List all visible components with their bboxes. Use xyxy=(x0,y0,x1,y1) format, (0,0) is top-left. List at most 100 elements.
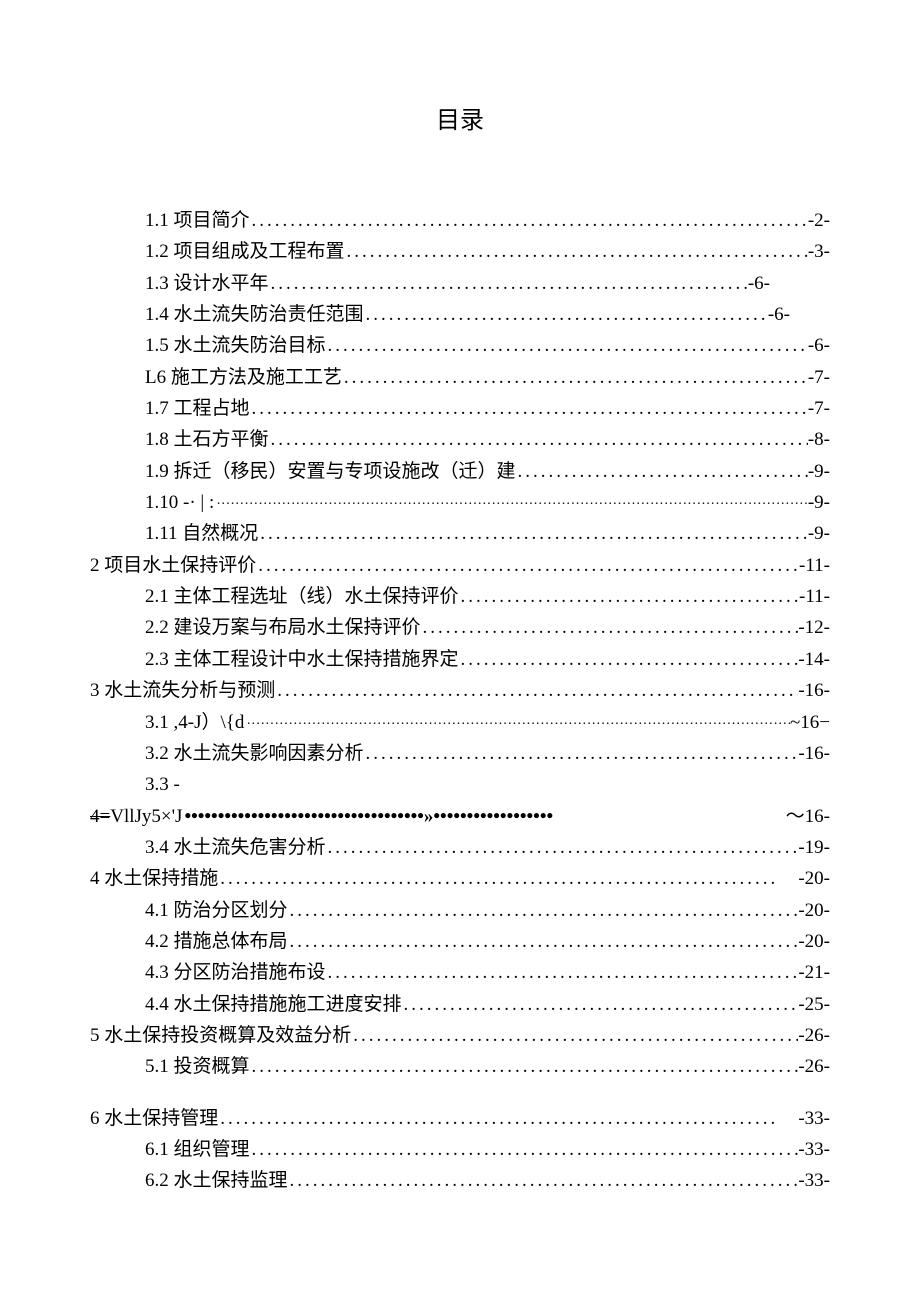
toc-leader: ........................................… xyxy=(269,268,748,299)
toc-entry-label: 1.8 土石方平衡 xyxy=(145,424,269,455)
toc-entry: 2.2 建设万案与布局水土保持评价 ......................… xyxy=(90,612,830,643)
toc-entry: 2.3 主体工程设计中水土保持措施界定.....................… xyxy=(90,644,830,675)
toc-entry: 4.2 措施总体布局 .............................… xyxy=(90,926,830,957)
toc-entry-label: 2.1 主体工程选址（线）水土保持评价 xyxy=(145,581,459,612)
toc-entry-label: 3.1 ,4-J）\{d xyxy=(145,707,244,738)
toc-entry-label: 1.10 -· | : xyxy=(145,487,214,518)
toc-entry-page: ~16− xyxy=(790,707,830,738)
toc-entry: 3.2 水土流失影响因素分析 .........................… xyxy=(90,738,830,769)
toc-entry-page: -20- xyxy=(798,895,830,926)
toc-entry: 1.7 工程占地................................… xyxy=(90,393,830,424)
toc-entry-label: 3.4 水土流失危害分析 xyxy=(145,832,326,863)
toc-entry-label: L6 施工方法及施工工艺 xyxy=(145,362,342,393)
toc-entry: 6.2 水土保持监理 .............................… xyxy=(90,1165,830,1196)
toc-entry-page: -33- xyxy=(798,1165,830,1196)
toc-entry-label: 1.11 自然概况 xyxy=(145,518,258,549)
toc-leader: ........................................… xyxy=(258,518,808,549)
toc-entry: 1.1 项目简介................................… xyxy=(90,205,830,236)
toc-entry: 4.4 水土保持措施施工进度安排 .......................… xyxy=(90,989,830,1020)
toc-container: 1.1 项目简介................................… xyxy=(90,205,830,1197)
toc-entry: 2 项目水土保持评价..............................… xyxy=(90,550,830,581)
toc-leader: ........................................… xyxy=(250,1134,799,1165)
toc-entry-label: 1.4 水土流失防治责任范围 xyxy=(145,299,364,330)
toc-leader: ........................................… xyxy=(218,1103,798,1134)
toc-entry-page: -6- xyxy=(808,330,830,361)
toc-leader: ........................................… xyxy=(326,330,808,361)
toc-entry: 2.1 主体工程选址（线）水土保持评价.....................… xyxy=(90,581,830,612)
toc-entry-page: -19- xyxy=(798,832,830,863)
toc-entry-page: -7- xyxy=(808,362,830,393)
toc-entry: 3.1 ,4-J）\{d····························… xyxy=(90,707,830,738)
toc-entry-page: -33- xyxy=(798,1134,830,1165)
toc-leader: ........................................… xyxy=(250,393,808,424)
toc-entry-page: -14- xyxy=(798,644,830,675)
toc-entry-label: 1.9 拆迁（移民）安置与专项设施改（迁）建 xyxy=(145,456,516,487)
toc-entry-page: -9- xyxy=(808,456,830,487)
toc-entry: 4.3 分区防治措施布设 ...........................… xyxy=(90,957,830,988)
toc-leader: ........................................… xyxy=(326,832,799,863)
toc-entry: 6.1 组织管理................................… xyxy=(90,1134,830,1165)
toc-leader: ........................................… xyxy=(218,863,798,894)
toc-entry-page: -25- xyxy=(798,989,830,1020)
toc-entry-page: -26- xyxy=(798,1020,830,1051)
toc-leader: ........................................… xyxy=(250,205,808,236)
toc-entry-page: -8- xyxy=(808,424,830,455)
toc-entry: 5 水土保持投资概算及效益分析.........................… xyxy=(90,1020,830,1051)
toc-entry-label: 5.1 投资概算 xyxy=(145,1051,250,1082)
toc-leader: ........................................… xyxy=(288,895,799,926)
toc-leader: ........................................… xyxy=(326,957,799,988)
toc-entry-label: 4.1 防治分区划分 xyxy=(145,895,288,926)
toc-leader: ........................................… xyxy=(342,362,808,393)
toc-entry: 1.10 -· | :·····························… xyxy=(90,487,830,518)
toc-entry: 5.1 投资概算 ...............................… xyxy=(90,1051,830,1082)
garbled-prefix: 4= xyxy=(90,806,110,827)
toc-entry-page: ～16- xyxy=(786,801,830,832)
toc-entry: 1.5 水土流失防治目标............................… xyxy=(90,330,830,361)
toc-entry-page: -7- xyxy=(808,393,830,424)
toc-entry: 1.3 设计水平年...............................… xyxy=(90,268,830,299)
toc-leader: ........................................… xyxy=(250,1051,799,1082)
toc-entry: 3 水土流失分析与预测.............................… xyxy=(90,675,830,706)
toc-leader: ........................................… xyxy=(256,550,799,581)
toc-entry-label: 2.2 建设万案与布局水土保持评价 xyxy=(145,612,421,643)
toc-leader: ........................................… xyxy=(421,612,799,643)
toc-entry: 1.8 土石方平衡...............................… xyxy=(90,424,830,455)
toc-entry: 1.9 拆迁（移民）安置与专项设施改（迁）建..................… xyxy=(90,456,830,487)
toc-leader: ........................................… xyxy=(364,738,799,769)
toc-entry-page: -16- xyxy=(798,738,830,769)
toc-entry-page: -9- xyxy=(808,518,830,549)
toc-entry-page: -6- xyxy=(748,268,770,299)
toc-entry-page: -33- xyxy=(798,1103,830,1134)
toc-entry-page: -26- xyxy=(798,1051,830,1082)
toc-entry-page: -20- xyxy=(798,926,830,957)
toc-entry: 1.11 自然概况...............................… xyxy=(90,518,830,549)
toc-spacer xyxy=(90,1083,830,1103)
toc-leader: ........................................… xyxy=(402,989,799,1020)
toc-entry-page: -11- xyxy=(799,581,830,612)
toc-entry-label: 2 项目水土保持评价 xyxy=(90,550,256,581)
toc-entry-label: 4.3 分区防治措施布设 xyxy=(145,957,326,988)
toc-entry-label: 1.5 水土流失防治目标 xyxy=(145,330,326,361)
toc-entry: 1.4 水土流失防治责任范围..........................… xyxy=(90,299,830,330)
toc-entry-label: 5 水土保持投资概算及效益分析 xyxy=(90,1020,351,1051)
toc-entry-label: 3.2 水土流失影响因素分析 xyxy=(145,738,364,769)
toc-entry-label: 4.4 水土保持措施施工进度安排 xyxy=(145,989,402,1020)
toc-entry: 4 水土保持措施................................… xyxy=(90,863,830,894)
toc-leader: ••••••••••••••••••••••••••••••••••••»•••… xyxy=(182,801,785,832)
toc-entry-label: 1.7 工程占地 xyxy=(145,393,250,424)
toc-entry-page: -16- xyxy=(798,675,830,706)
toc-title: 目录 xyxy=(90,100,830,135)
toc-entry: 6 水土保持管理................................… xyxy=(90,1103,830,1134)
toc-entry-page: -20- xyxy=(798,863,830,894)
toc-entry-label: 6.2 水土保持监理 xyxy=(145,1165,288,1196)
toc-entry-label: 6.1 组织管理 xyxy=(145,1134,250,1165)
toc-leader: ........................................… xyxy=(288,926,799,957)
toc-entry-label: 6 水土保持管理 xyxy=(90,1103,218,1134)
toc-entry-page: -12- xyxy=(798,612,830,643)
toc-entry-label: 1.3 设计水平年 xyxy=(145,268,269,299)
toc-entry-page: -6- xyxy=(768,299,790,330)
toc-leader: ........................................… xyxy=(364,299,768,330)
toc-entry-label: 3 水土流失分析与预测 xyxy=(90,675,275,706)
toc-entry: 3.3 - xyxy=(90,769,830,800)
toc-entry-label: 2.3 主体工程设计中水土保持措施界定 xyxy=(145,644,459,675)
